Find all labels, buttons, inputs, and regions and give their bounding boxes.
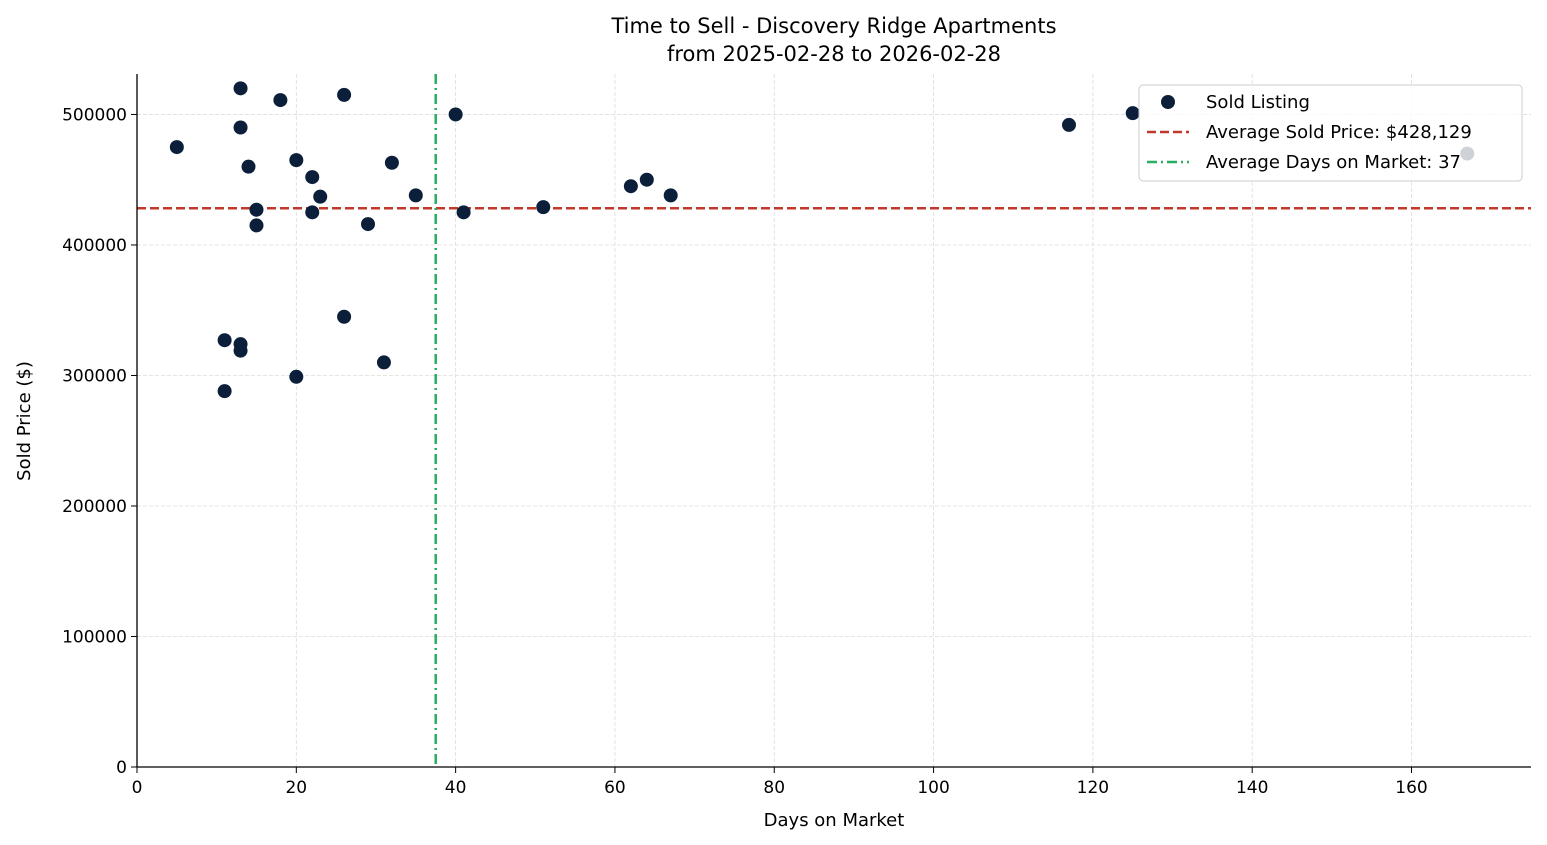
data-point (233, 81, 248, 96)
data-point (337, 309, 352, 324)
chart-subtitle: from 2025-02-28 to 2026-02-28 (667, 42, 1001, 66)
y-tick-label: 400000 (62, 236, 127, 256)
y-tick-label: 200000 (62, 497, 127, 517)
x-tick-label: 120 (1077, 778, 1109, 798)
data-point (663, 188, 678, 203)
legend-label-avg-price: Average Sold Price: $428,129 (1206, 122, 1472, 143)
data-point (169, 140, 184, 155)
y-tick-label: 500000 (62, 105, 127, 125)
x-tick-label: 80 (763, 778, 785, 798)
axes: 0 20 40 60 80 100 120 140 160 0 100000 200000 300000… (62, 74, 1531, 798)
chart-title: Time to Sell - Discovery Ridge Apartment… (610, 14, 1056, 38)
x-tick-label: 20 (285, 778, 307, 798)
data-point (233, 343, 248, 358)
data-point (241, 159, 256, 174)
legend-marker-sold (1161, 95, 1175, 109)
data-point (384, 155, 399, 170)
data-point (1125, 106, 1140, 121)
legend-label-avg-days: Average Days on Market: 37 (1206, 152, 1461, 173)
x-tick-label: 140 (1236, 778, 1268, 798)
x-tick-label: 0 (132, 778, 143, 798)
y-tick-label: 100000 (62, 627, 127, 647)
x-tick-label: 40 (445, 778, 467, 798)
legend: Sold Listing Average Sold Price: $428,12… (1138, 84, 1523, 182)
data-point (249, 202, 264, 217)
legend-box (1138, 84, 1523, 182)
data-point (305, 205, 320, 220)
data-points (169, 81, 1475, 399)
y-tick-label: 300000 (62, 366, 127, 386)
x-tick-label: 160 (1395, 778, 1427, 798)
data-point (313, 189, 328, 204)
data-point (305, 170, 320, 185)
data-point (639, 172, 654, 187)
data-point (536, 200, 551, 215)
data-point (1061, 117, 1076, 132)
data-point (289, 153, 304, 168)
data-point (273, 93, 288, 108)
x-axis-label: Days on Market (764, 810, 905, 831)
data-point (376, 355, 391, 370)
reference-lines (137, 74, 1531, 767)
data-point (289, 369, 304, 384)
legend-label-sold: Sold Listing (1206, 92, 1310, 113)
y-axis-label: Sold Price ($) (14, 361, 35, 481)
data-point (623, 179, 638, 194)
data-point (249, 218, 264, 233)
data-point (448, 107, 463, 122)
data-point (456, 205, 471, 220)
x-tick-label: 100 (917, 778, 949, 798)
data-point (217, 333, 232, 348)
data-point (337, 87, 352, 102)
x-tick-label: 60 (604, 778, 626, 798)
data-point (408, 188, 423, 203)
data-point (217, 384, 232, 399)
y-tick-label: 0 (116, 758, 127, 778)
data-point (361, 217, 376, 232)
data-point (233, 120, 248, 135)
